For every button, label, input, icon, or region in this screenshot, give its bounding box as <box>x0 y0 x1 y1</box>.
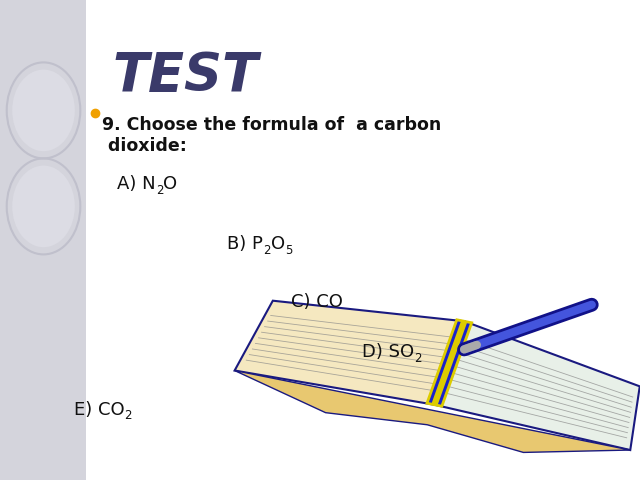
Polygon shape <box>427 320 472 406</box>
Ellipse shape <box>12 166 75 247</box>
Text: 2: 2 <box>413 352 421 365</box>
FancyBboxPatch shape <box>0 0 86 480</box>
Polygon shape <box>431 321 467 405</box>
Polygon shape <box>435 321 640 450</box>
Text: C) CO: C) CO <box>291 293 343 311</box>
Ellipse shape <box>12 70 75 151</box>
Text: E) CO: E) CO <box>74 401 124 419</box>
Text: O: O <box>271 235 285 253</box>
Text: 2: 2 <box>156 184 163 197</box>
Text: D) SO: D) SO <box>362 343 413 361</box>
Text: 2: 2 <box>124 409 132 422</box>
Text: 2: 2 <box>263 244 271 257</box>
Text: TEST: TEST <box>112 50 258 102</box>
Text: O: O <box>163 175 177 193</box>
Polygon shape <box>235 300 464 405</box>
Polygon shape <box>235 371 630 453</box>
Text: B) P: B) P <box>227 235 263 253</box>
Text: 5: 5 <box>285 244 292 257</box>
Text: 9. Choose the formula of  a carbon
 dioxide:: 9. Choose the formula of a carbon dioxid… <box>102 116 442 155</box>
Text: A) N: A) N <box>117 175 156 193</box>
